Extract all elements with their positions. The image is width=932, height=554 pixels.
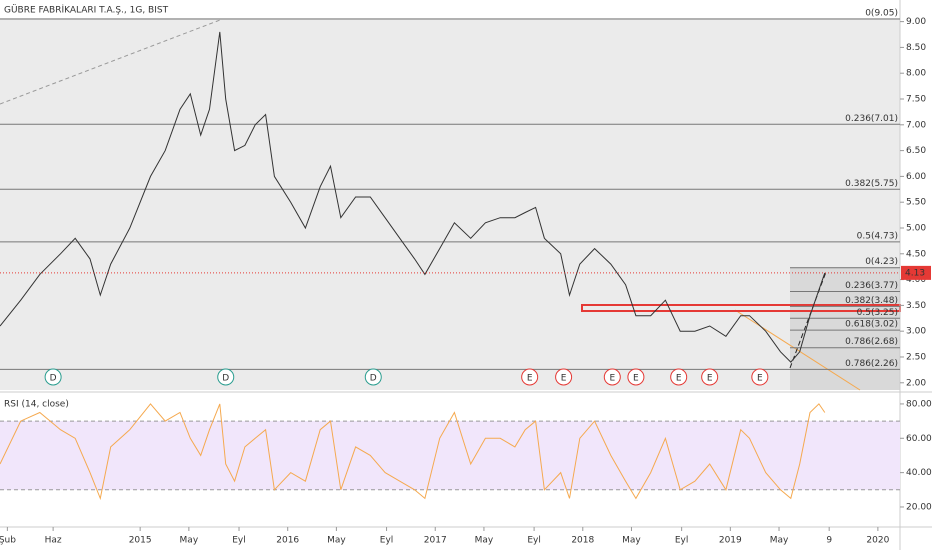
y-tick-label: 8.50 — [906, 43, 926, 53]
trend-line — [0, 19, 221, 105]
event-label: E — [527, 374, 533, 384]
chart-title: GÜBRE FABRİKALARI T.A.Ş., 1G, BIST — [4, 5, 169, 16]
fib-label: 0(9.05) — [865, 9, 898, 19]
y-tick-label: 9.00 — [906, 17, 926, 27]
event-label: D — [370, 374, 377, 384]
event-marker — [217, 368, 235, 386]
event-marker — [364, 368, 382, 386]
event-marker — [603, 368, 621, 386]
x-tick-label: 2017 — [424, 536, 447, 546]
fib-label: 0.382(3.48) — [845, 296, 898, 306]
event-marker — [751, 368, 769, 386]
event-label: E — [609, 374, 615, 384]
fib-label: 0.236(7.01) — [845, 114, 898, 124]
y-tick-label: 7.00 — [906, 120, 926, 130]
price-line — [0, 31, 826, 363]
x-tick-label: 2015 — [129, 536, 152, 546]
y-tick-label: 80.00 — [906, 399, 932, 409]
y-tick-label: 5.00 — [906, 223, 926, 233]
fib-label: 0.5(3.25) — [857, 308, 898, 318]
y-tick-label: 6.50 — [906, 146, 926, 156]
x-tick-label: May — [475, 536, 494, 546]
x-tick-label: 2018 — [571, 536, 594, 546]
fib-label: 0.382(5.75) — [845, 179, 898, 189]
y-tick-label: 4.00 — [906, 275, 926, 285]
event-marker — [670, 368, 688, 386]
x-tick-label: Eyl — [380, 536, 394, 546]
last-price-tag — [901, 265, 931, 280]
trend-line — [789, 271, 827, 369]
event-label: E — [676, 374, 682, 384]
fib-label: 0.236(3.77) — [845, 281, 898, 291]
event-marker — [44, 368, 62, 386]
event-marker — [627, 368, 645, 386]
price-line — [0, 403, 826, 501]
y-tick-label: 6.00 — [906, 172, 926, 182]
x-tick-label: Eyl — [675, 536, 689, 546]
event-label: D — [50, 374, 57, 384]
rsi-band — [0, 421, 900, 490]
x-tick-label: 2020 — [866, 536, 889, 546]
fib-label: 0(4.23) — [865, 257, 898, 267]
y-tick-label: 2.50 — [906, 352, 926, 362]
fib-label: 0.5(4.73) — [857, 231, 898, 241]
x-tick-label: May — [327, 536, 346, 546]
y-tick-label: 3.50 — [906, 301, 926, 311]
event-label: E — [561, 374, 567, 384]
x-tick-label: May — [770, 536, 789, 546]
event-marker — [521, 368, 539, 386]
trend-line — [734, 309, 861, 391]
price-pane — [0, 18, 900, 390]
last-price-label: 4.13 — [905, 268, 925, 278]
fib-label: 0.786(2.68) — [845, 337, 898, 347]
x-tick-label: 9 — [826, 536, 832, 546]
rsi-title: RSI (14, close) — [4, 400, 69, 410]
y-tick-label: 4.50 — [906, 249, 926, 259]
x-tick-label: Eyl — [527, 536, 541, 546]
x-tick-label: May — [180, 536, 199, 546]
y-tick-label: 8.00 — [906, 69, 926, 79]
y-tick-label: 60.00 — [906, 434, 932, 444]
event-label: E — [633, 374, 639, 384]
x-tick-label: May — [622, 536, 641, 546]
event-marker — [555, 368, 573, 386]
event-label: D — [222, 374, 229, 384]
x-tick-label: Haz — [45, 536, 62, 546]
x-tick-label: 2016 — [276, 536, 299, 546]
x-tick-label: 2019 — [719, 536, 742, 546]
event-label: E — [707, 374, 713, 384]
x-tick-label: Eyl — [232, 536, 246, 546]
fib-label: 0.618(3.02) — [845, 320, 898, 330]
y-tick-label: 2.00 — [906, 378, 926, 388]
y-tick-label: 7.50 — [906, 95, 926, 105]
event-label: E — [757, 374, 763, 384]
y-tick-label: 3.00 — [906, 327, 926, 337]
x-tick-label: Şub — [0, 536, 16, 546]
y-tick-label: 5.50 — [906, 198, 926, 208]
y-tick-label: 20.00 — [906, 502, 932, 512]
event-marker — [701, 368, 719, 386]
y-tick-label: 40.00 — [906, 468, 932, 478]
fib-label: 0.786(2.26) — [845, 359, 898, 369]
